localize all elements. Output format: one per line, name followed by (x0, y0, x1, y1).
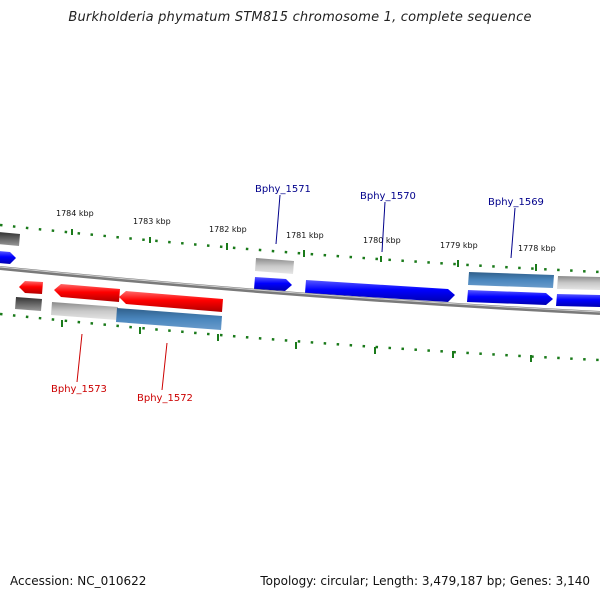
gene-forward-right[interactable] (556, 294, 600, 307)
gene-forward-partial[interactable] (0, 251, 16, 264)
gene-steel-forward[interactable] (468, 272, 554, 288)
gene-reverse-small[interactable] (19, 281, 43, 294)
gene-label-bphy-1570[interactable]: Bphy_1570 (360, 191, 416, 202)
gene-bphy-1569[interactable] (467, 290, 553, 305)
gene-label-bphy-1572[interactable]: Bphy_1572 (137, 393, 193, 404)
scale-label: 1783 kbp (133, 217, 171, 226)
leader-line (381, 201, 386, 253)
gene-rna-gray-lower[interactable] (51, 302, 118, 320)
outer-scale-dots (0, 223, 600, 274)
gene-reverse-long[interactable] (119, 291, 223, 312)
scale-label: 1784 kbp (56, 209, 94, 218)
scale-label: 1781 kbp (286, 231, 324, 240)
gene-bphy-1571[interactable] (254, 277, 292, 291)
reverse-strand (15, 281, 223, 330)
gene-rna-gray-right[interactable] (557, 276, 600, 290)
scale-label: 1780 kbp (363, 236, 401, 245)
gene-rna-gray[interactable] (255, 258, 294, 274)
gene-label-bphy-1569[interactable]: Bphy_1569 (488, 197, 544, 208)
gene-bphy-1573-upper[interactable] (54, 284, 120, 302)
outer-scale (0, 223, 600, 274)
scale-label: 1778 kbp (518, 244, 556, 253)
inner-scale-dots (0, 312, 600, 362)
leader-line (275, 194, 281, 245)
leader-line (76, 333, 83, 383)
leader-line (510, 207, 516, 259)
inner-scale (0, 312, 600, 362)
scale-label: 1779 kbp (440, 241, 478, 250)
map-title: Burkholderia phymatum STM815 chromosome … (68, 10, 532, 25)
leader-line (161, 342, 168, 391)
genome-backbone (0, 266, 600, 315)
gene-dark-gray-lower[interactable] (15, 297, 42, 311)
gene-dark-gray[interactable] (0, 232, 20, 246)
gene-label-bphy-1571[interactable]: Bphy_1571 (255, 184, 311, 195)
scale-label: 1782 kbp (209, 225, 247, 234)
gene-label-bphy-1573[interactable]: Bphy_1573 (51, 384, 107, 395)
gene-bphy-1570[interactable] (305, 280, 455, 302)
forward-strand (0, 232, 600, 307)
accession-text: Accession: NC_010622 (10, 574, 147, 588)
gene-bphy-1572[interactable] (116, 308, 222, 330)
genome-summary: Topology: circular; Length: 3,479,187 bp… (260, 574, 590, 588)
